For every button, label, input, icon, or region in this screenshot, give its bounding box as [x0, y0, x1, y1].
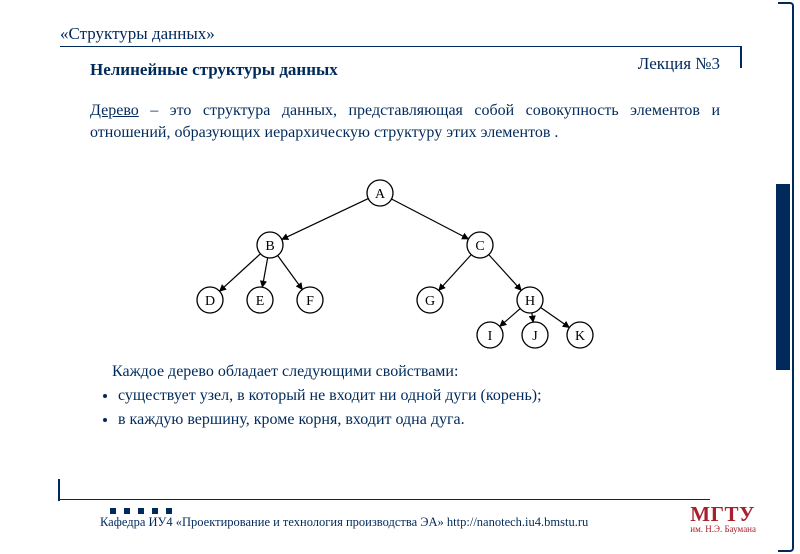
rule-top: [60, 46, 740, 47]
svg-text:J: J: [532, 329, 538, 344]
decor-dots: [110, 508, 172, 514]
svg-text:C: C: [475, 239, 484, 254]
svg-text:A: A: [375, 187, 386, 202]
topic-title: «Структуры данных»: [60, 24, 215, 44]
university-subtitle: им. Н.Э. Баумана: [690, 525, 756, 534]
university-acronym: МГТУ: [690, 504, 756, 525]
svg-text:E: E: [256, 294, 265, 309]
footer-text: Кафедра ИУ4 «Проектирование и технология…: [100, 515, 588, 530]
university-logo: МГТУ им. Н.Э. Баумана: [690, 504, 756, 534]
definition-term: Дерево: [90, 102, 139, 119]
properties-block: Каждое дерево обладает следующими свойст…: [100, 360, 720, 432]
subtitle: Нелинейные структуры данных: [90, 60, 338, 80]
svg-text:B: B: [265, 239, 274, 254]
definition-text: это структура данных, представляющая соб…: [90, 102, 720, 141]
svg-text:G: G: [425, 294, 435, 309]
svg-text:I: I: [488, 329, 493, 344]
svg-text:H: H: [525, 294, 535, 309]
definition-sep: –: [139, 102, 170, 119]
properties-item: существует узел, в который не входит ни …: [118, 384, 720, 408]
properties-list: существует узел, в который не входит ни …: [100, 384, 720, 432]
slide: «Структуры данных» Лекция №3 Нелинейные …: [0, 0, 800, 554]
svg-text:D: D: [205, 294, 215, 309]
properties-lead: Каждое дерево обладает следующими свойст…: [112, 360, 720, 384]
definition-paragraph: Дерево – это структура данных, представл…: [90, 100, 720, 143]
svg-text:K: K: [575, 329, 585, 344]
decor-right-bar: [778, 2, 794, 552]
properties-item: в каждую вершину, кроме корня, входит од…: [118, 408, 720, 432]
svg-text:F: F: [306, 294, 314, 309]
lecture-number: Лекция №3: [638, 54, 720, 74]
tree-diagram: A B C D E F G H I J K: [150, 175, 610, 345]
rule-bottom: [60, 499, 710, 500]
